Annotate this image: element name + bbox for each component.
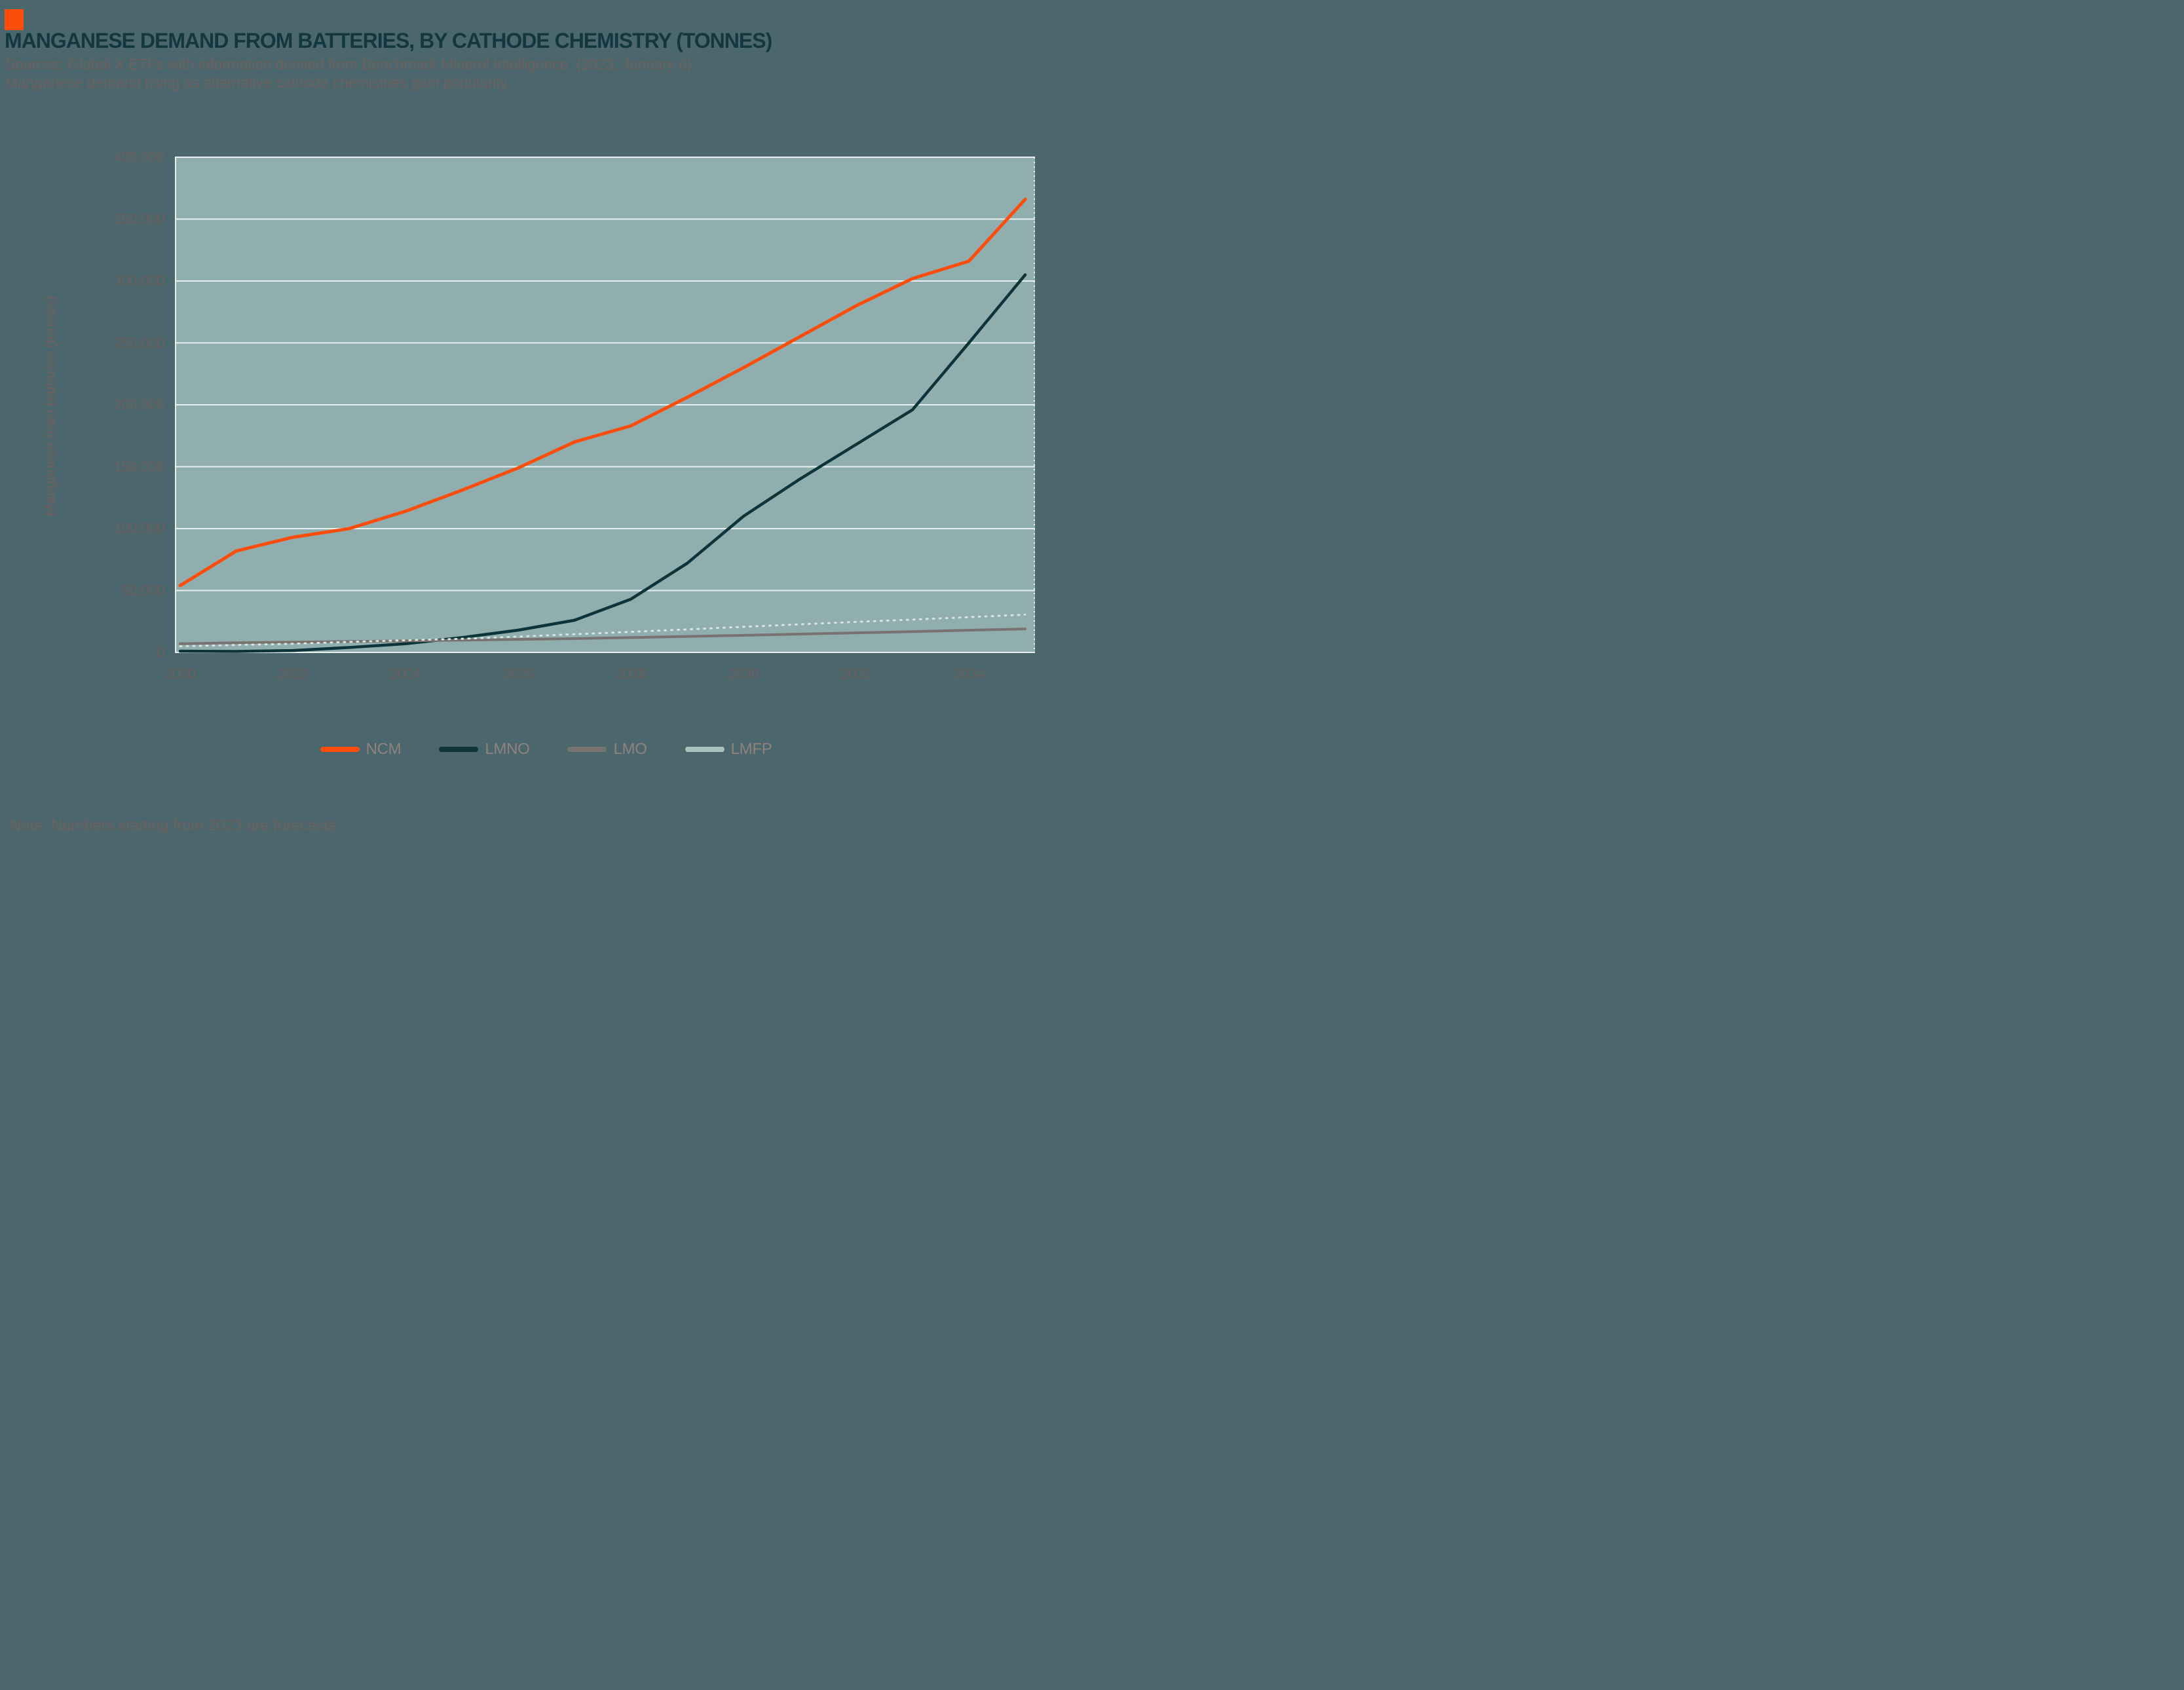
chart-svg bbox=[175, 157, 1035, 653]
legend-label-lmno: LMNO bbox=[485, 740, 530, 758]
y-tick-label: 250,000 bbox=[113, 334, 165, 351]
x-tick-label: 2024 bbox=[390, 666, 421, 682]
legend-label-ncm: NCM bbox=[366, 740, 402, 758]
y-tick-label: 50,000 bbox=[121, 582, 165, 599]
source-line-2: Manganese demand rising as alternative c… bbox=[5, 74, 510, 91]
legend-item-lmo: LMO bbox=[567, 740, 647, 759]
legend-swatch-lmo bbox=[567, 747, 607, 752]
line-lmno bbox=[178, 273, 1027, 653]
legend-item-lmfp: LMFP bbox=[685, 740, 772, 759]
x-tick-label: 2028 bbox=[615, 666, 647, 682]
y-tick-label: 150,000 bbox=[113, 458, 165, 475]
x-tick-label: 2030 bbox=[728, 666, 759, 682]
legend-swatch-lmfp bbox=[685, 747, 725, 752]
x-tick-label: 2032 bbox=[840, 666, 872, 682]
y-tick-label: 0 bbox=[157, 644, 164, 660]
source-text: Sources: Global X ETFs with information … bbox=[5, 55, 696, 92]
legend-swatch-lmno bbox=[439, 747, 479, 752]
y-axis-title: Manganese from batteries (tonnes) bbox=[42, 296, 58, 516]
line-ncm bbox=[178, 197, 1027, 588]
line-lmo bbox=[179, 628, 1026, 645]
accent-square bbox=[5, 9, 24, 30]
chart-area: 400,000 350,000 300,000 250,000 200,000 150,0… bbox=[114, 149, 1035, 682]
y-tick-label: 300,000 bbox=[113, 272, 165, 289]
x-tick-label: 2022 bbox=[277, 666, 309, 682]
page-title: MANGANESE DEMAND FROM BATTERIES, BY CATH… bbox=[5, 29, 772, 52]
x-tick-label: 2026 bbox=[502, 666, 534, 682]
source-line-1: Sources: Global X ETFs with information … bbox=[5, 56, 696, 73]
y-tick-label: 350,000 bbox=[113, 210, 165, 227]
legend-label-lmfp: LMFP bbox=[730, 740, 772, 758]
y-tick-label: 100,000 bbox=[113, 520, 165, 536]
note-text: Note: Numbers starting from 2023 are for… bbox=[10, 817, 341, 835]
y-tick-label: 400,000 bbox=[113, 149, 165, 165]
x-tick-label: 2034 bbox=[953, 666, 985, 682]
legend-label-lmo: LMO bbox=[613, 740, 647, 758]
y-tick-label: 200,000 bbox=[113, 396, 165, 413]
legend-swatch-ncm bbox=[320, 747, 360, 752]
legend-item-lmno: LMNO bbox=[439, 740, 530, 759]
legend-item-ncm: NCM bbox=[320, 740, 402, 759]
chart-legend: NCM LMNO LMO LMFP bbox=[0, 740, 1092, 759]
x-tick-label: 2020 bbox=[164, 666, 196, 682]
